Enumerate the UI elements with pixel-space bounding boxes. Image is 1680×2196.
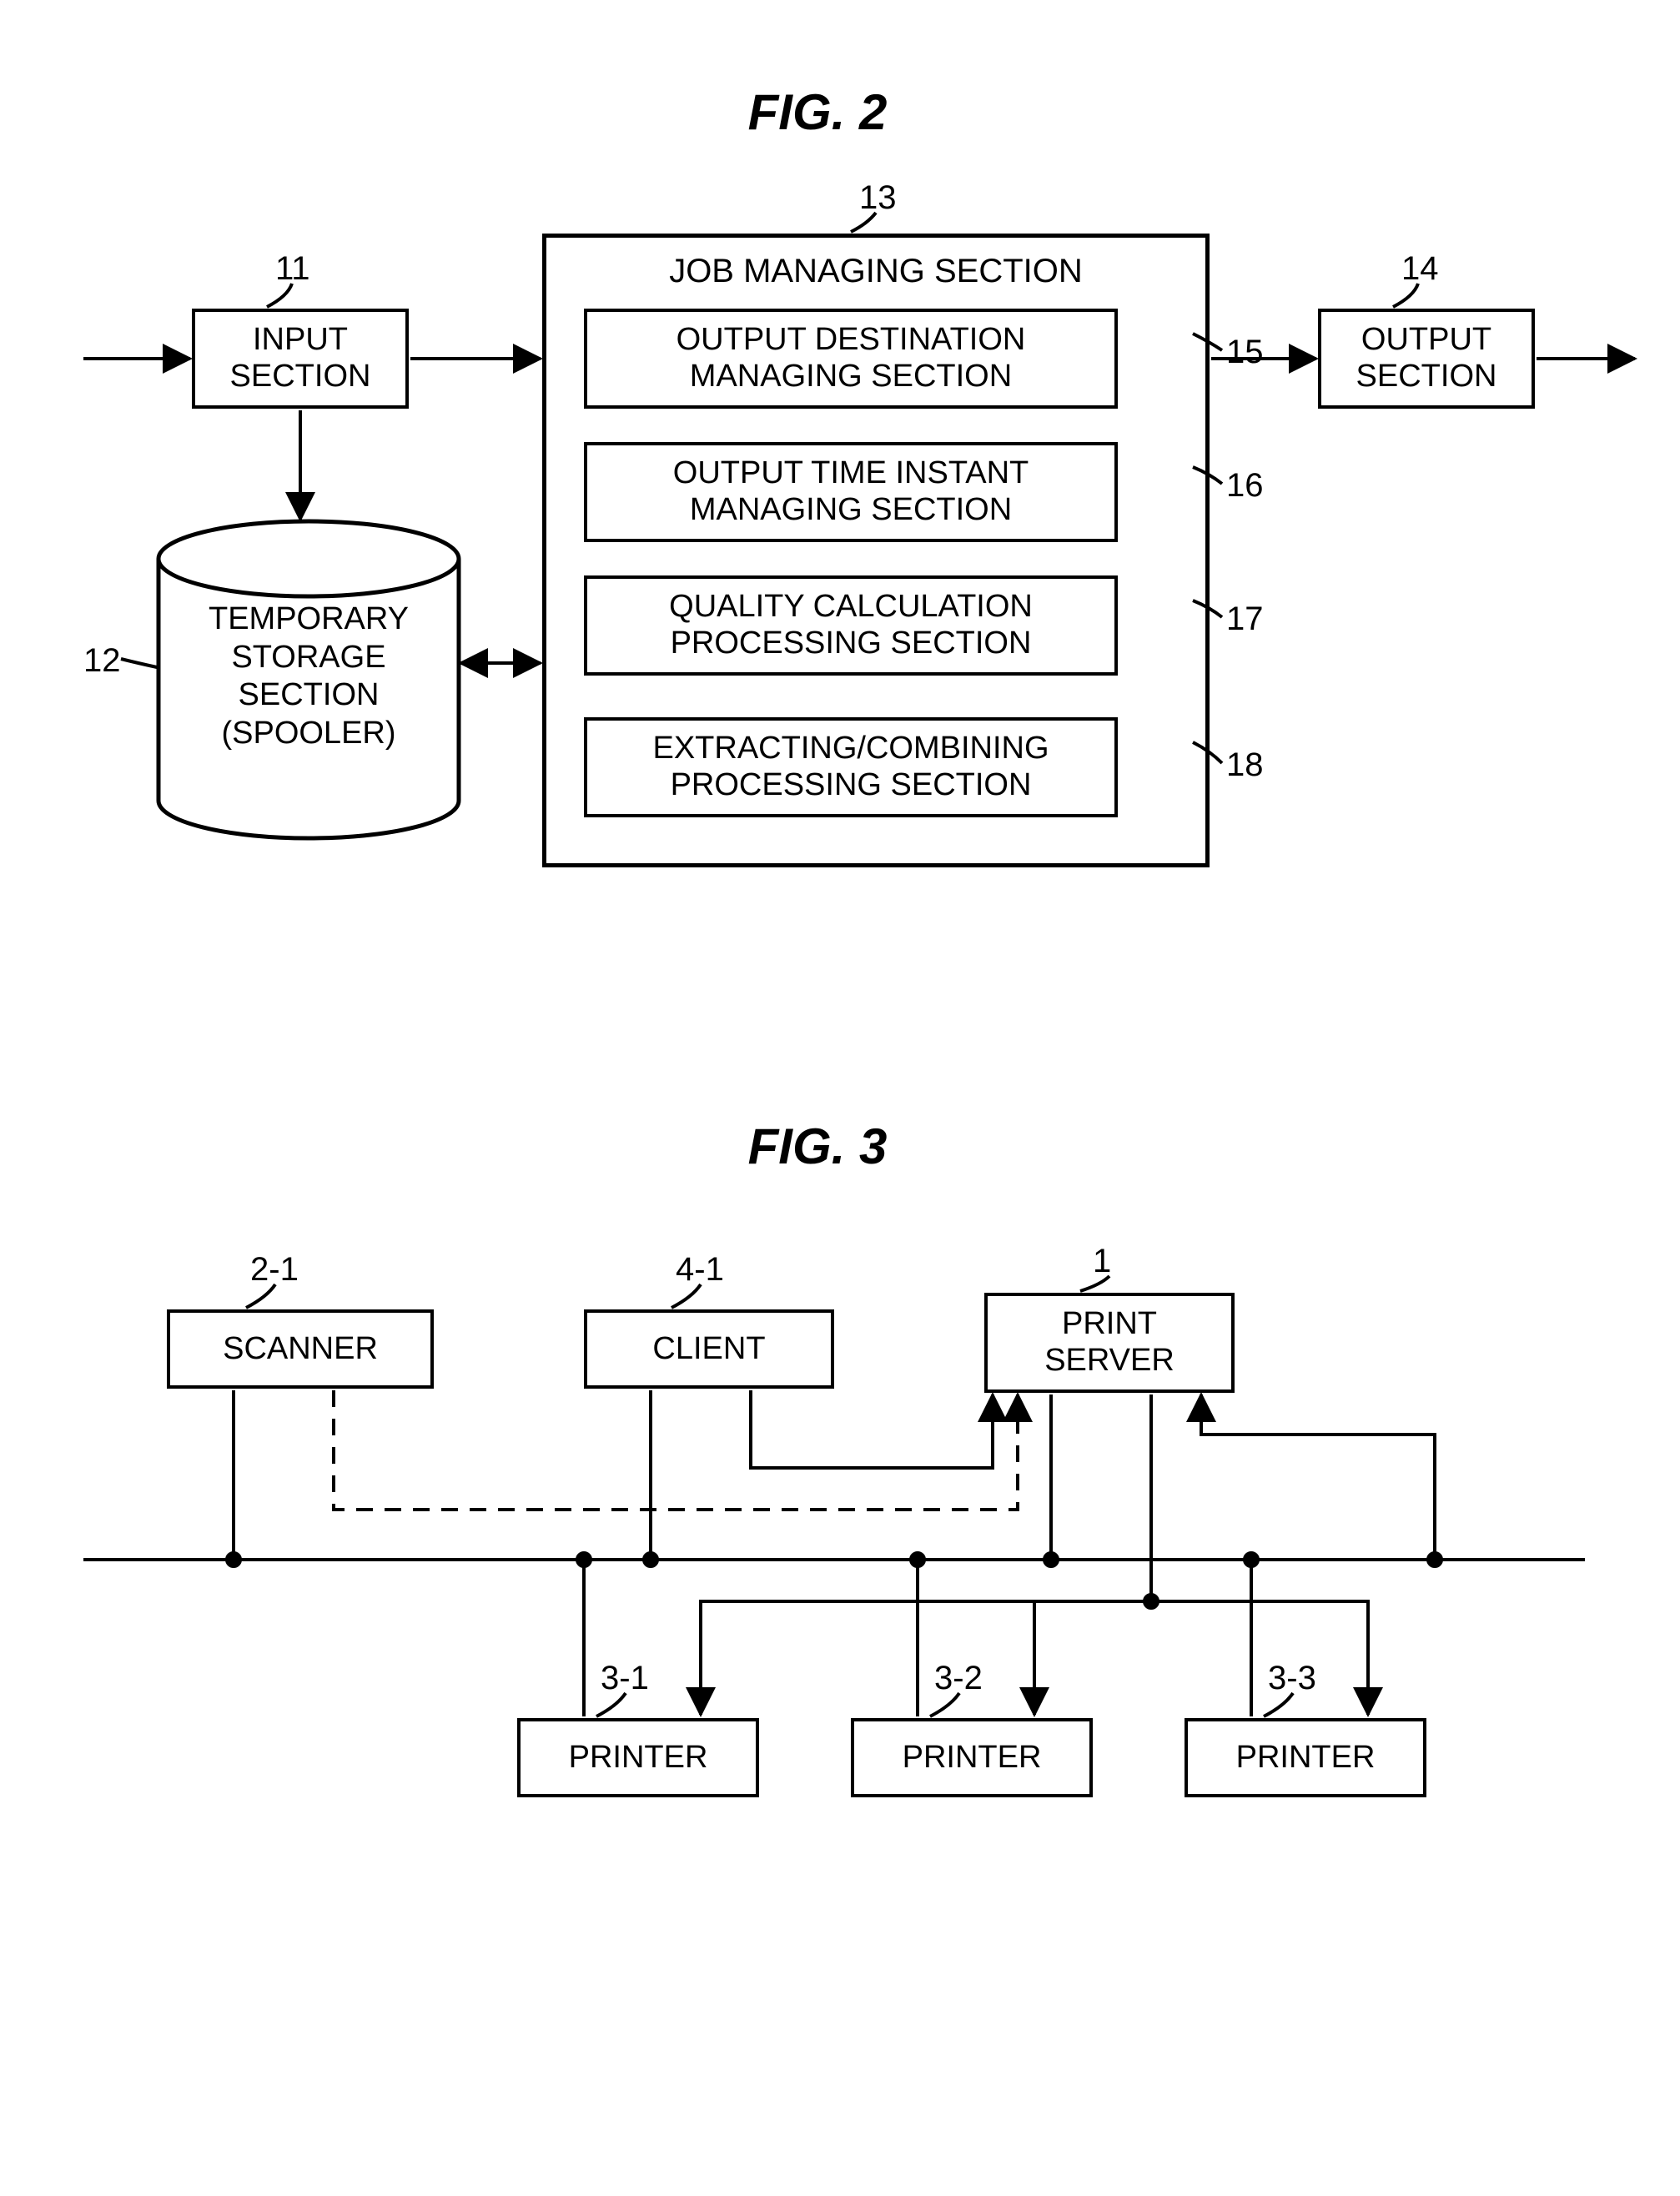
fig2-output-label: 14 [1401, 250, 1439, 288]
fig3-print-server: PRINT SERVER [984, 1293, 1235, 1393]
fig3-printer3-text: PRINTER [1236, 1740, 1376, 1776]
fig3-printer1-text: PRINTER [569, 1740, 708, 1776]
fig3-scanner: SCANNER [167, 1309, 434, 1389]
fig2-storage-label: 12 [83, 642, 121, 680]
fig2-sub-15-label: 15 [1226, 334, 1264, 371]
fig2-sub-16: OUTPUT TIME INSTANT MANAGING SECTION [584, 442, 1118, 542]
fig3-scanner-label: 2-1 [250, 1251, 299, 1289]
fig2-job-managing-label: 13 [859, 179, 897, 217]
fig2-input-section-text: INPUT SECTION [230, 322, 371, 394]
fig3-printer2-label: 3-2 [934, 1660, 983, 1697]
fig2-job-managing-title: JOB MANAGING SECTION [546, 253, 1205, 290]
fig2-output-section: OUTPUT SECTION [1318, 309, 1535, 409]
fig2-sub-15: OUTPUT DESTINATION MANAGING SECTION [584, 309, 1118, 409]
fig3-scanner-text: SCANNER [223, 1331, 378, 1368]
fig2-sub-17: QUALITY CALCULATION PROCESSING SECTION [584, 575, 1118, 676]
fig2-input-label: 11 [275, 250, 310, 288]
fig2-sub-18-text: EXTRACTING/COMBINING PROCESSING SECTION [652, 731, 1049, 803]
fig3-printer2-text: PRINTER [903, 1740, 1042, 1776]
fig3-print-server-text: PRINT SERVER [1044, 1306, 1174, 1379]
fig3-printer3: PRINTER [1185, 1718, 1426, 1797]
fig3-client-text: CLIENT [652, 1331, 765, 1368]
fig2-sub-17-label: 17 [1226, 601, 1264, 638]
page: FIG. 2 INPUT SECTION 11 TEMPORARY STORAG… [0, 0, 1680, 2196]
fig2-title: FIG. 2 [692, 83, 943, 141]
fig2-sub-15-text: OUTPUT DESTINATION MANAGING SECTION [677, 322, 1026, 394]
fig2-sub-16-label: 16 [1226, 467, 1264, 505]
fig2-input-section: INPUT SECTION [192, 309, 409, 409]
fig3-client: CLIENT [584, 1309, 834, 1389]
fig3-printer3-label: 3-3 [1268, 1660, 1316, 1697]
fig3-print-server-label: 1 [1093, 1243, 1111, 1280]
fig2-sub-18-label: 18 [1226, 746, 1264, 784]
fig3-printer2: PRINTER [851, 1718, 1093, 1797]
fig3-client-label: 4-1 [676, 1251, 724, 1289]
fig2-output-section-text: OUTPUT SECTION [1356, 322, 1497, 394]
fig3-printer1: PRINTER [517, 1718, 759, 1797]
fig2-sub-17-text: QUALITY CALCULATION PROCESSING SECTION [669, 589, 1033, 661]
fig2-storage-text: TEMPORARY STORAGE SECTION (SPOOLER) [175, 601, 442, 752]
fig3-title: FIG. 3 [692, 1118, 943, 1175]
fig3-printer1-label: 3-1 [601, 1660, 649, 1697]
fig2-sub-16-text: OUTPUT TIME INSTANT MANAGING SECTION [673, 455, 1029, 528]
fig2-sub-18: EXTRACTING/COMBINING PROCESSING SECTION [584, 717, 1118, 817]
